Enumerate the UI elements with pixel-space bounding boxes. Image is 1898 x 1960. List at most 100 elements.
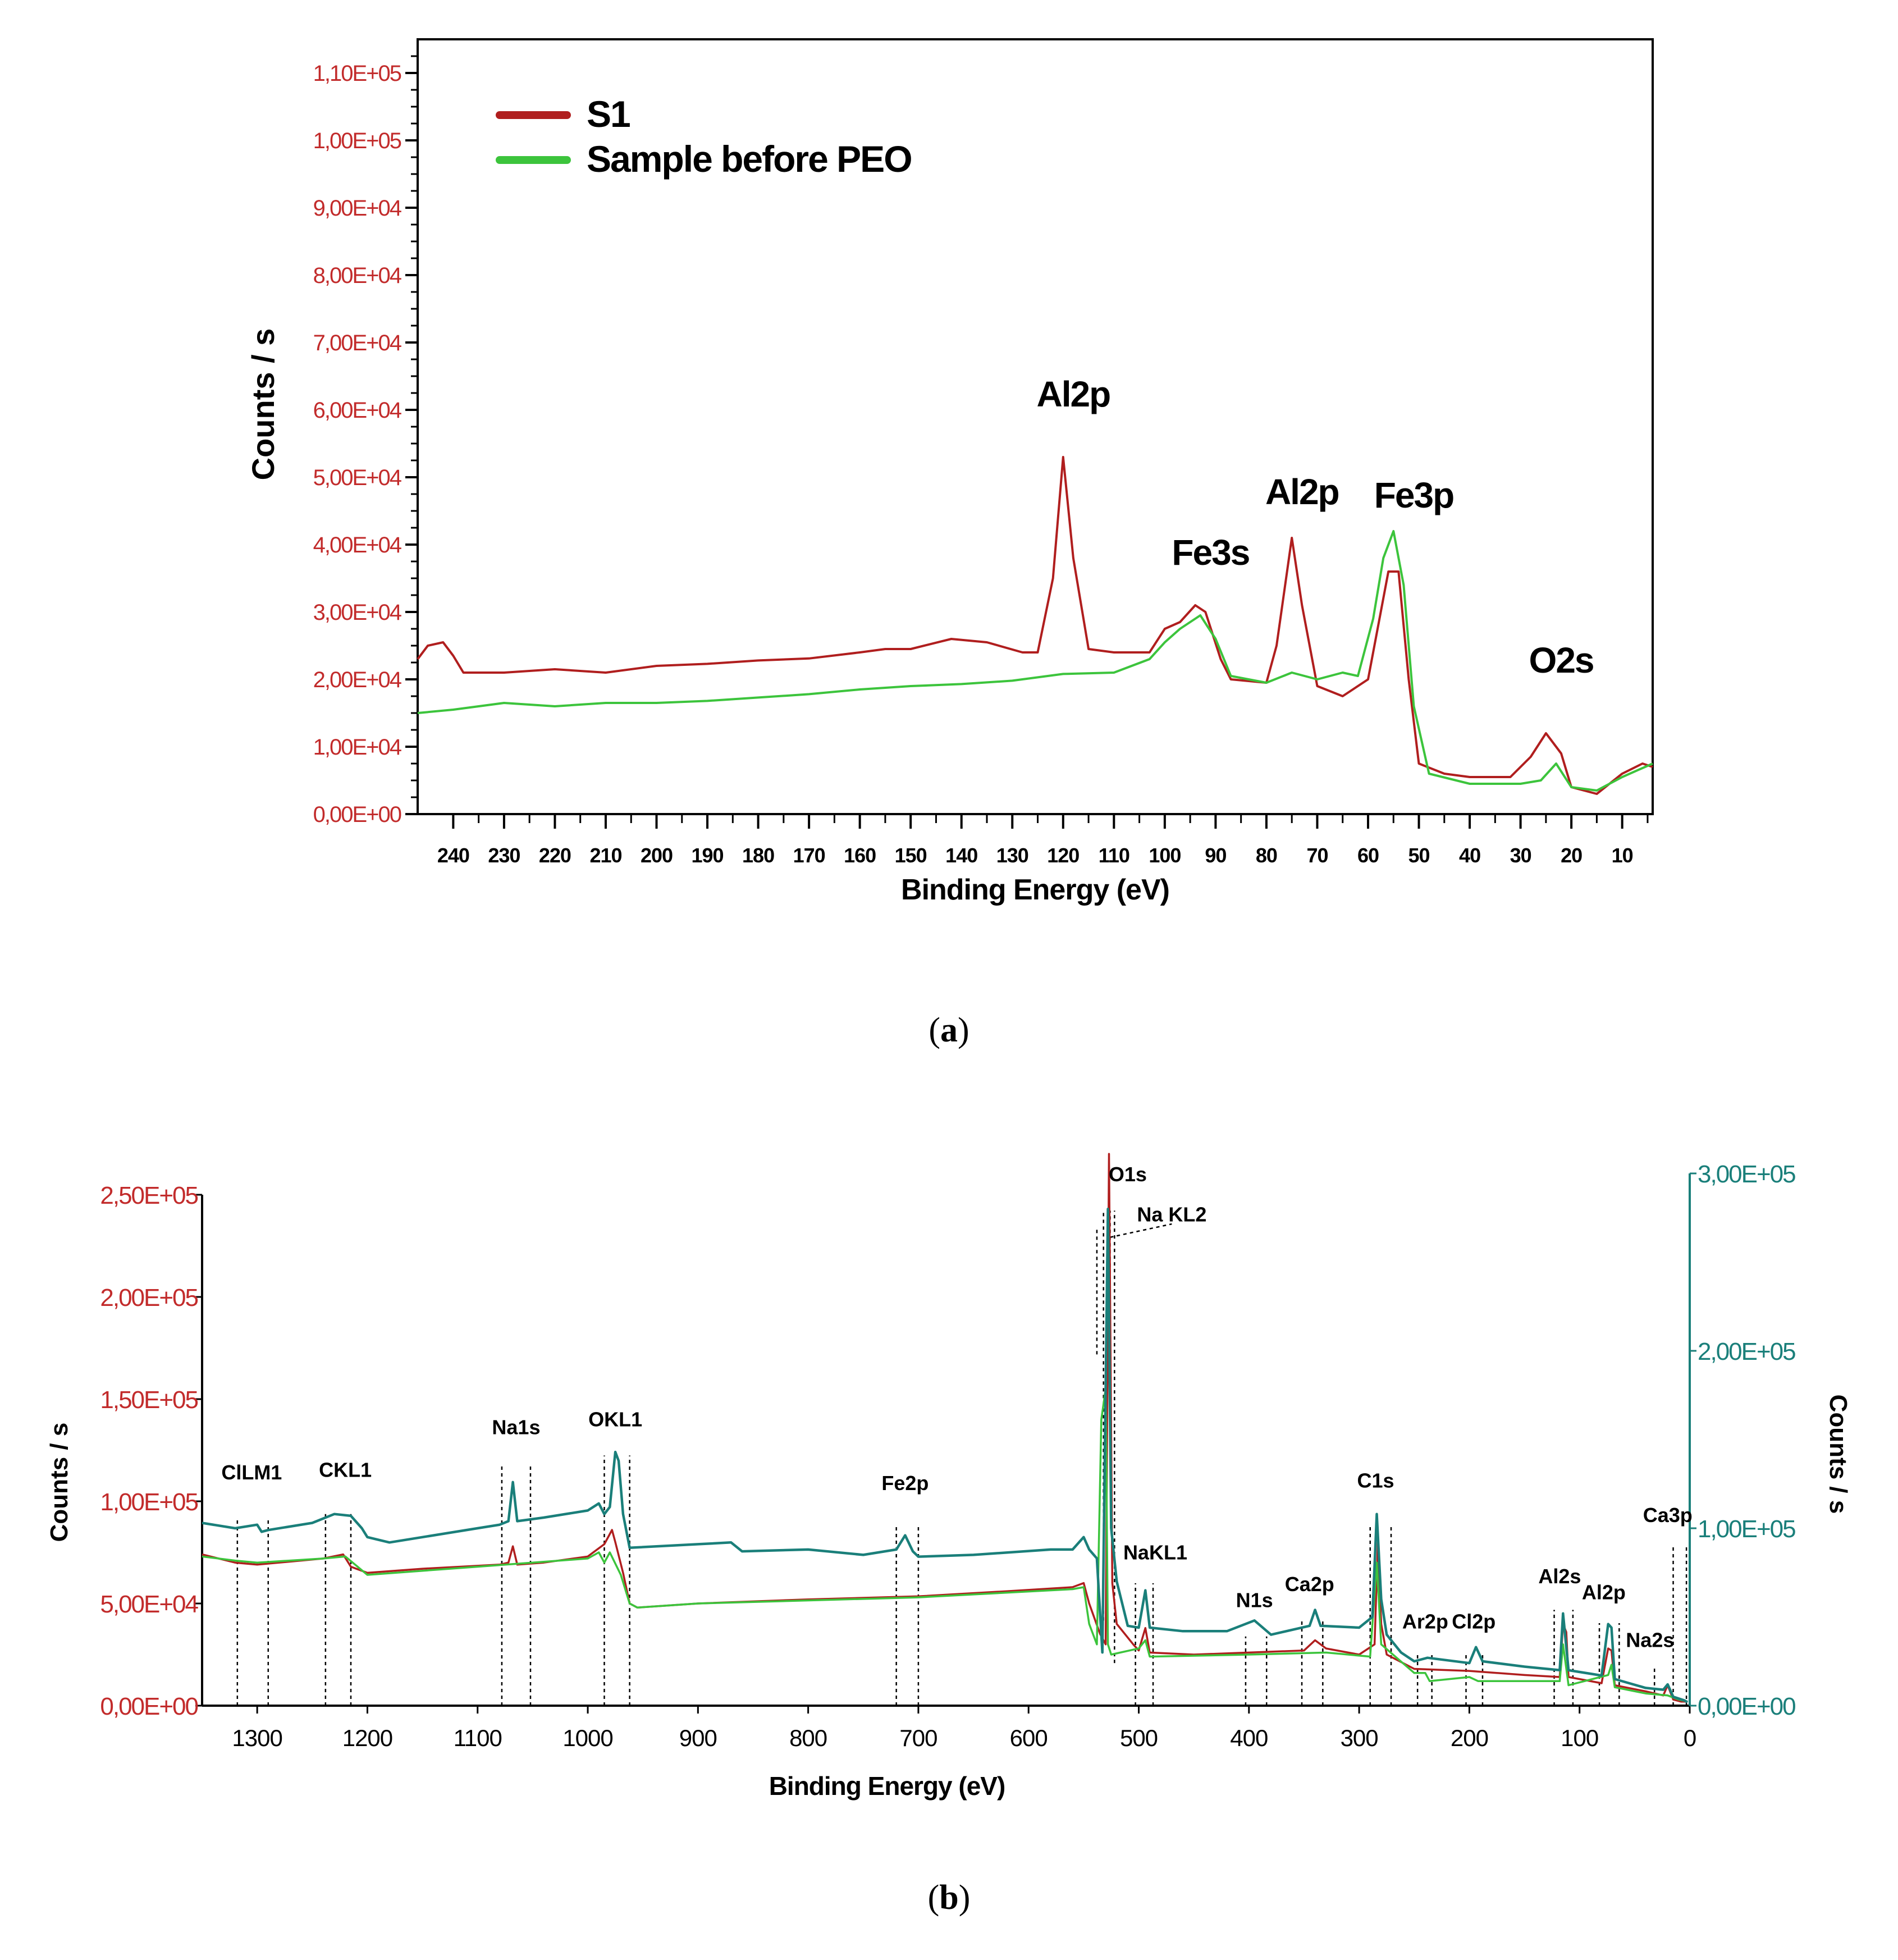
peak-label: N1s [1236, 1589, 1273, 1612]
peak-label: CKL1 [319, 1458, 372, 1481]
chart-a-x-axis-label: Binding Energy (eV) [901, 874, 1169, 906]
a-y-tick-label: 2,00E+04 [313, 668, 402, 692]
caption-b-open: ( [927, 1879, 940, 1917]
b-x-tick-label: 1200 [342, 1725, 392, 1751]
chart-b-series [202, 1153, 1689, 1703]
caption-b-close: ) [958, 1879, 971, 1917]
a-x-tick-label: 20 [1561, 844, 1582, 867]
a-x-tick-label: 180 [742, 844, 774, 867]
b-x-tick-label: 1300 [232, 1725, 282, 1751]
a-x-tick-label: 10 [1612, 844, 1633, 867]
a-y-tick-label: 1,10E+05 [313, 61, 401, 86]
b-y-left-tick-label: 5,00E+04 [100, 1591, 198, 1618]
a-x-tick-label: 150 [895, 844, 927, 867]
a-x-tick-label: 230 [488, 844, 520, 867]
caption-b: (b) [0, 1878, 1898, 1918]
a-y-tick-label: 3,00E+04 [313, 600, 402, 625]
series-line-before-peo [202, 1388, 1688, 1703]
b-x-tick-label: 800 [789, 1725, 827, 1751]
peak-annotation: O2s [1529, 640, 1594, 680]
caption-b-letter: b [939, 1879, 959, 1917]
a-x-tick-label: 30 [1510, 844, 1531, 867]
peak-annotation: Fe3s [1172, 532, 1249, 573]
a-y-tick-label: 7,00E+04 [313, 331, 402, 355]
peak-label: Al2s [1538, 1565, 1581, 1588]
a-x-tick-label: 120 [1047, 844, 1079, 867]
peak-label: Ar2p [1402, 1610, 1448, 1633]
a-x-tick-label: 50 [1408, 844, 1430, 867]
peak-label: ClLM1 [221, 1461, 282, 1484]
b-y-left-tick-label: 2,50E+05 [100, 1182, 198, 1209]
peak-label: OKL1 [588, 1408, 642, 1431]
a-x-tick-label: 130 [996, 844, 1028, 867]
caption-a-letter: a [940, 1011, 958, 1049]
chart-panel-b: 1300 1200 1100 1000 900 800 700 600 500 400 300 200… [45, 1153, 1852, 1801]
a-y-tick-label: 1,00E+04 [313, 735, 402, 760]
a-x-tick-label: 220 [539, 844, 571, 867]
peak-label: Al2p [1582, 1580, 1626, 1603]
peak-label: Na KL2 [1137, 1203, 1206, 1226]
b-x-tick-label: 900 [679, 1725, 717, 1751]
b-x-tick-label: 400 [1230, 1725, 1268, 1751]
b-x-tick-label: 100 [1561, 1725, 1598, 1751]
a-x-tick-label: 80 [1256, 844, 1277, 867]
b-x-tick-label: 1100 [454, 1725, 502, 1751]
peak-annotation: Al2p [1265, 472, 1339, 512]
peak-label: C1s [1357, 1469, 1394, 1492]
series-line-s1 [417, 456, 1653, 795]
b-x-tick-label: 200 [1451, 1725, 1488, 1751]
chart-b-y-left-axis-label: Counts / s [45, 1423, 73, 1542]
chart-b-x-ticks: 1300 1200 1100 1000 900 800 700 600 500 400 300 200… [232, 1706, 1696, 1751]
a-x-tick-label: 160 [844, 844, 876, 867]
chart-b-peak-labels: ClLM1 CKL1 Na1s OKL1 Fe2p O1s Na KL2 NaKL1 N1s Ca… [221, 1163, 1692, 1652]
a-x-tick-label: 100 [1149, 844, 1181, 867]
b-y-left-tick-label: 1,00E+05 [100, 1488, 198, 1516]
chart-b-y-right-axis-label: Counts / s [1824, 1395, 1852, 1514]
legend-label-s1: S1 [587, 93, 630, 135]
a-y-tick-label: 1,00E+05 [313, 129, 401, 153]
peak-annotation: Fe3p [1374, 475, 1453, 515]
chart-a-x-ticks: 240 230 220 210 200 190 180 170 160 150 140 130 120 1… [437, 814, 1649, 867]
chart-a-legend: S1 Sample before PEO [496, 93, 913, 180]
b-y-right-tick-label: 1,00E+05 [1698, 1515, 1795, 1543]
peak-label: Ca3p [1643, 1504, 1693, 1527]
a-x-tick-label: 70 [1306, 844, 1328, 867]
a-x-tick-label: 110 [1099, 844, 1129, 867]
peak-label: Na1s [492, 1416, 540, 1439]
peak-label: O1s [1109, 1163, 1147, 1186]
chart-a-y-axis-label: Counts / s [245, 328, 281, 481]
a-x-tick-label: 40 [1459, 844, 1480, 867]
peak-annotation: Al2p [1037, 374, 1110, 414]
b-y-left-tick-label: 2,00E+05 [100, 1284, 198, 1312]
chart-b-x-axis-label: Binding Energy (eV) [769, 1771, 1005, 1801]
a-x-tick-label: 210 [589, 844, 621, 867]
caption-a-open: ( [929, 1011, 940, 1049]
a-y-tick-label: 9,00E+04 [313, 196, 402, 221]
series-line-before-peo [417, 530, 1653, 792]
a-x-tick-label: 240 [437, 844, 469, 867]
a-x-tick-label: 170 [793, 844, 825, 867]
series-line-teal [202, 1207, 1689, 1703]
b-x-tick-label: 600 [1010, 1725, 1048, 1751]
b-y-right-tick-label: 3,00E+05 [1698, 1161, 1795, 1188]
chart-b-y-left-ticks: 0,00E+00 5,00E+04 1,00E+05 1,50E+05 2,00E+05… [100, 1182, 202, 1720]
a-x-tick-label: 60 [1357, 844, 1379, 867]
b-y-right-tick-label: 2,00E+05 [1698, 1338, 1795, 1365]
caption-a-close: ) [958, 1011, 969, 1049]
peak-label: NaKL1 [1123, 1541, 1187, 1564]
b-x-tick-label: 500 [1120, 1725, 1158, 1751]
chart-a-series [417, 456, 1653, 795]
b-x-tick-label: 700 [899, 1725, 937, 1751]
a-y-tick-label: 8,00E+04 [313, 263, 402, 288]
na-kl2-leader-line [1110, 1223, 1172, 1238]
chart-a-annotations: Al2p Fe3s Al2p Fe3p O2s [1037, 374, 1595, 680]
caption-a: (a) [0, 1011, 1898, 1050]
peak-label: Fe2p [881, 1472, 929, 1495]
chart-panel-a: 240 230 220 210 200 190 180 170 160 150 140 130 120 1… [245, 38, 1654, 906]
peak-label: Ca2p [1285, 1573, 1334, 1596]
b-y-left-tick-label: 0,00E+00 [100, 1693, 198, 1720]
a-x-tick-label: 200 [641, 844, 673, 867]
b-x-tick-label: 1000 [562, 1725, 612, 1751]
chart-b-y-right-ticks: 0,00E+00 1,00E+05 2,00E+05 3,00E+05 [1690, 1161, 1796, 1720]
